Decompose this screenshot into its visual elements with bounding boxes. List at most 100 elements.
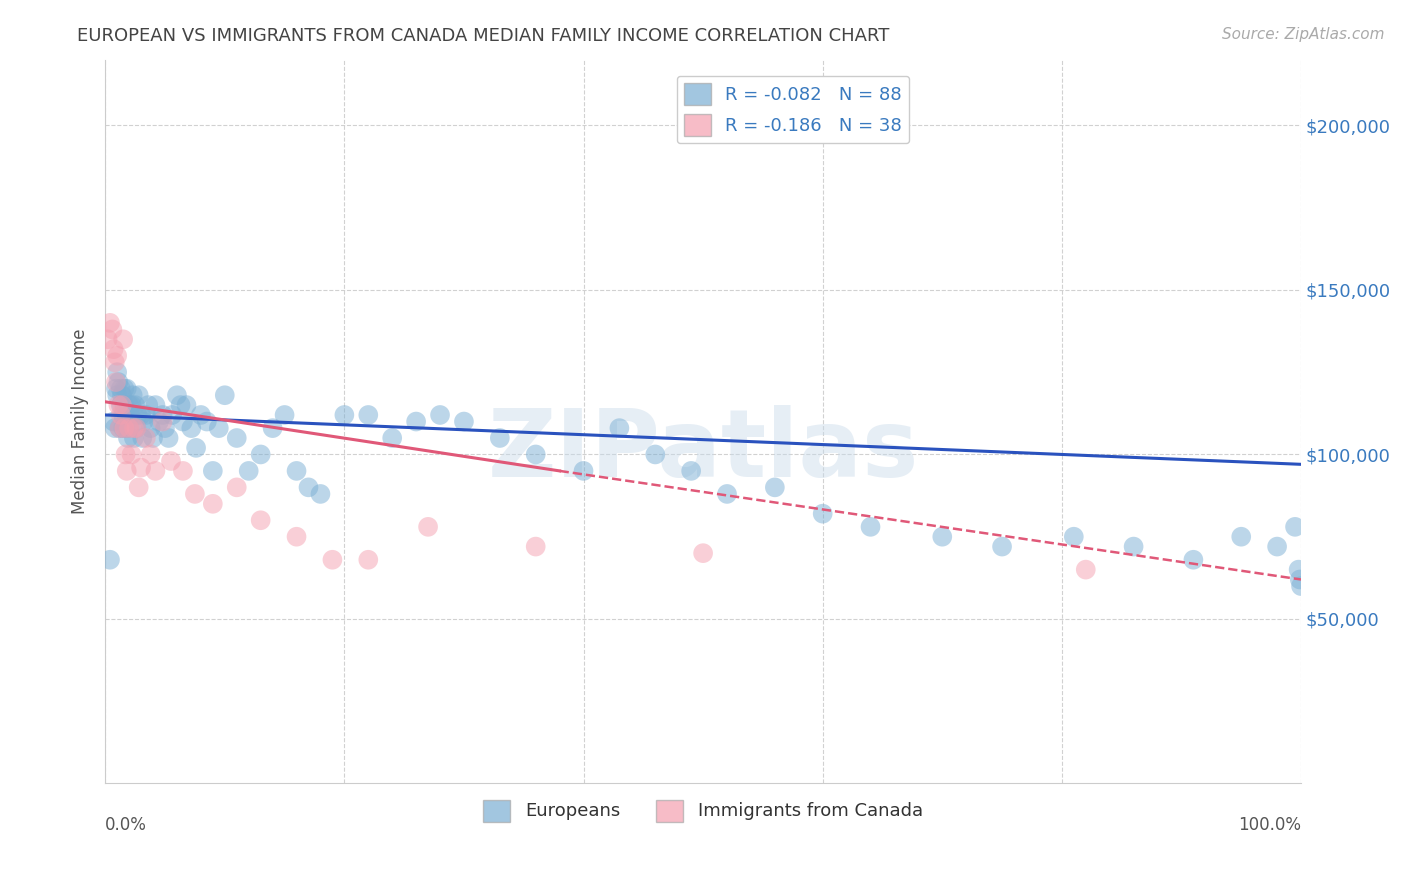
Point: [111, 398, 134, 412]
Point: [1265, 540, 1288, 554]
Point: [108, 421, 131, 435]
Point: [122, 431, 145, 445]
Point: [195, 415, 218, 429]
Point: [609, 421, 631, 435]
Point: [104, 421, 127, 435]
Point: [297, 480, 319, 494]
Legend: Europeans, Immigrants from Canada: Europeans, Immigrants from Canada: [477, 792, 931, 829]
Point: [104, 382, 127, 396]
Point: [1284, 520, 1306, 534]
Point: [118, 421, 141, 435]
Point: [357, 553, 380, 567]
Point: [160, 408, 183, 422]
Point: [110, 398, 132, 412]
Point: [132, 415, 155, 429]
Point: [131, 431, 153, 445]
Point: [107, 375, 129, 389]
Point: [153, 421, 176, 435]
Point: [416, 520, 439, 534]
Point: [142, 431, 165, 445]
Point: [129, 460, 152, 475]
Point: [180, 421, 202, 435]
Point: [991, 540, 1014, 554]
Point: [208, 421, 231, 435]
Point: [214, 388, 236, 402]
Point: [105, 365, 128, 379]
Point: [1288, 573, 1310, 587]
Point: [105, 388, 128, 402]
Point: [238, 464, 260, 478]
Point: [169, 398, 191, 412]
Point: [184, 441, 207, 455]
Point: [172, 415, 194, 429]
Point: [125, 421, 148, 435]
Point: [190, 408, 212, 422]
Text: Source: ZipAtlas.com: Source: ZipAtlas.com: [1222, 27, 1385, 42]
Text: 0.0%: 0.0%: [105, 816, 148, 834]
Point: [112, 382, 135, 396]
Point: [453, 415, 475, 429]
Text: EUROPEAN VS IMMIGRANTS FROM CANADA MEDIAN FAMILY INCOME CORRELATION CHART: EUROPEAN VS IMMIGRANTS FROM CANADA MEDIA…: [77, 27, 890, 45]
Point: [110, 408, 132, 422]
Point: [152, 408, 174, 422]
Point: [488, 431, 510, 445]
Point: [110, 382, 132, 396]
Point: [1230, 530, 1253, 544]
Point: [148, 415, 170, 429]
Point: [249, 513, 271, 527]
Point: [112, 421, 135, 435]
Point: [112, 421, 135, 435]
Point: [121, 388, 143, 402]
Point: [859, 520, 882, 534]
Point: [97, 332, 120, 346]
Point: [145, 464, 167, 478]
Point: [121, 447, 143, 461]
Point: [118, 421, 141, 435]
Point: [176, 398, 198, 412]
Point: [166, 388, 188, 402]
Text: ZIPatlas: ZIPatlas: [488, 404, 918, 497]
Point: [117, 431, 139, 445]
Point: [152, 415, 174, 429]
Point: [145, 398, 167, 412]
Point: [107, 398, 129, 412]
Point: [357, 408, 380, 422]
Point: [121, 398, 143, 412]
Point: [309, 487, 332, 501]
Point: [114, 421, 136, 435]
Point: [1074, 563, 1097, 577]
Point: [1063, 530, 1085, 544]
Point: [321, 553, 343, 567]
Point: [716, 487, 738, 501]
Point: [139, 447, 162, 461]
Point: [139, 421, 162, 435]
Point: [333, 408, 356, 422]
Point: [692, 546, 714, 560]
Point: [129, 408, 152, 422]
Point: [1289, 579, 1312, 593]
Point: [124, 398, 146, 412]
Point: [111, 388, 134, 402]
Point: [931, 530, 953, 544]
Point: [120, 408, 142, 422]
Point: [128, 388, 150, 402]
Point: [225, 431, 247, 445]
Point: [127, 408, 149, 422]
Point: [524, 447, 547, 461]
Point: [98, 316, 121, 330]
Point: [118, 398, 141, 412]
Point: [763, 480, 786, 494]
Point: [128, 480, 150, 494]
Point: [114, 447, 136, 461]
Point: [112, 332, 135, 346]
Point: [122, 421, 145, 435]
Point: [572, 464, 595, 478]
Point: [157, 431, 180, 445]
Point: [115, 408, 138, 422]
Point: [644, 447, 666, 461]
Point: [112, 398, 135, 412]
Point: [262, 421, 284, 435]
Point: [201, 464, 224, 478]
Point: [135, 431, 157, 445]
Point: [101, 322, 124, 336]
